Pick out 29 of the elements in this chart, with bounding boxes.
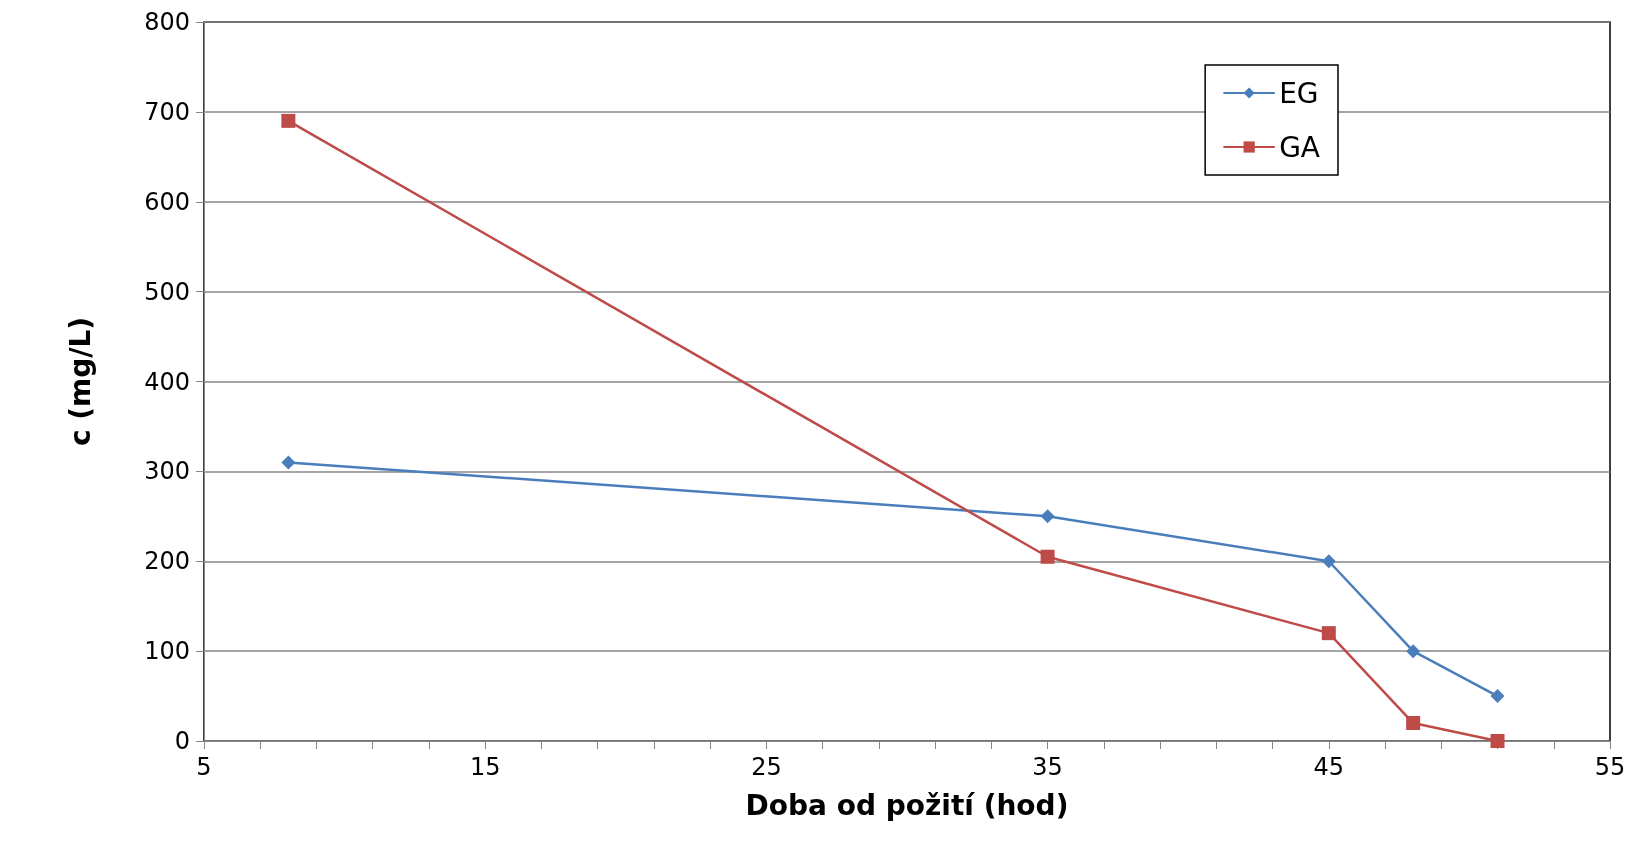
point xyxy=(1490,689,1505,704)
legend-label: GA xyxy=(1279,130,1321,164)
x-tick-label: 55 xyxy=(1594,753,1626,781)
y-axis-title: c (mg/L) xyxy=(63,316,97,447)
y-tick-label: 500 xyxy=(144,277,190,306)
point xyxy=(1406,716,1421,731)
legend-label: EG xyxy=(1279,76,1319,110)
point xyxy=(1040,549,1055,564)
y-tick-label: 300 xyxy=(144,457,190,486)
x-axis-title: Doba od požití (hod) xyxy=(745,788,1069,822)
y-tick-label: 700 xyxy=(144,97,190,126)
y-tick-label: 200 xyxy=(144,547,190,576)
point xyxy=(281,455,296,470)
y-tick-label: 100 xyxy=(144,637,190,666)
point xyxy=(1040,509,1055,524)
y-tick-label: 0 xyxy=(174,727,190,755)
y-tick-label: 800 xyxy=(144,8,190,36)
point xyxy=(1321,554,1336,569)
x-tick-label: 5 xyxy=(196,753,212,781)
y-tick-label: 600 xyxy=(144,187,190,216)
point xyxy=(1406,644,1421,659)
x-tick-label: 45 xyxy=(1313,753,1345,781)
x-tick-label: 35 xyxy=(1032,753,1063,781)
point xyxy=(1490,734,1505,748)
x-tick-label: 15 xyxy=(469,753,501,781)
point xyxy=(1321,626,1336,641)
x-tick-label: 25 xyxy=(751,753,782,781)
point xyxy=(281,113,296,128)
y-tick-label: 400 xyxy=(144,367,190,396)
